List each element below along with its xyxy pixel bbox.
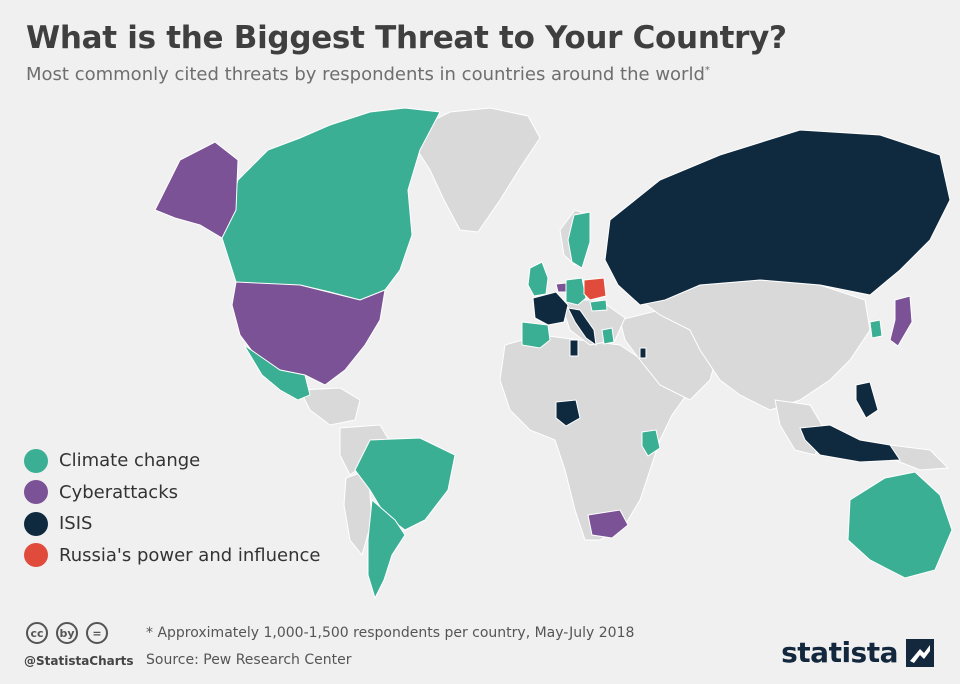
- subtitle-asterisk: *: [704, 65, 710, 76]
- uk-shape: [527, 261, 549, 297]
- nigeria-shape: [555, 399, 581, 427]
- alaska-shape: [154, 141, 239, 239]
- greenland-shape: [415, 107, 541, 233]
- chart-title: What is the Biggest Threat to Your Count…: [26, 20, 787, 56]
- central-america-shape: [299, 387, 361, 426]
- social-handle: @StatistaCharts: [24, 654, 134, 668]
- sweden-shape: [567, 211, 591, 269]
- legend-label-isis: ISIS: [59, 513, 93, 535]
- legend-item-russia: Russia's power and influence: [24, 540, 321, 572]
- source-note: Source: Pew Research Center: [146, 652, 352, 668]
- cc-icon: cc: [26, 622, 48, 644]
- chart-subtitle: Most commonly cited threats by responden…: [26, 64, 710, 85]
- hungary-shape: [589, 299, 608, 312]
- legend-item-cyberattacks: Cyberattacks: [24, 477, 321, 509]
- italy-shape: [567, 307, 597, 347]
- legend-item-isis: ISIS: [24, 508, 321, 540]
- legend-swatch-cyberattacks: [24, 480, 48, 505]
- greece-shape: [601, 327, 615, 345]
- south-africa-shape: [587, 509, 629, 539]
- spain-shape: [521, 321, 551, 349]
- brazil-shape: [354, 437, 456, 531]
- russia-shape: [604, 129, 951, 306]
- tunisia-shape: [569, 339, 579, 357]
- brand-name: statista: [781, 636, 898, 669]
- land-unclassified: [299, 107, 950, 557]
- statista-logo-icon: [906, 638, 934, 667]
- legend-label-russia: Russia's power and influence: [59, 544, 321, 566]
- africa-shape: [499, 334, 691, 541]
- legend-swatch-russia: [24, 543, 48, 568]
- argentina-shape: [367, 498, 406, 600]
- world-map: [154, 107, 953, 600]
- legend-label-climate-change: Climate change: [59, 450, 201, 472]
- legend-label-cyberattacks: Cyberattacks: [59, 481, 178, 503]
- germany-shape: [565, 277, 587, 306]
- attribution-icon: by: [56, 622, 78, 644]
- south-korea-shape: [869, 319, 883, 339]
- australia-shape: [847, 471, 953, 579]
- license-icons: cc by =: [26, 622, 108, 644]
- indonesia-shape: [799, 424, 901, 463]
- netherlands-shape: [555, 282, 568, 293]
- footnote: * Approximately 1,000-1,500 respondents …: [146, 625, 635, 641]
- threat-countries: [154, 107, 953, 600]
- poland-shape: [583, 277, 607, 301]
- usa-shape: [231, 281, 386, 386]
- france-shape: [532, 291, 569, 326]
- canada-shape: [221, 107, 441, 301]
- legend-swatch-climate-change: [24, 448, 48, 473]
- mexico-shape: [243, 344, 311, 401]
- legend: Climate change Cyberattacks ISIS Russia'…: [24, 445, 321, 571]
- legend-swatch-isis: [24, 511, 48, 536]
- japan-shape: [889, 295, 913, 347]
- israel-shape: [639, 347, 647, 359]
- statista-brand: statista: [781, 636, 934, 669]
- kenya-shape: [641, 429, 661, 457]
- legend-item-climate-change: Climate change: [24, 445, 321, 477]
- no-derivatives-icon: =: [86, 622, 108, 644]
- philippines-shape: [855, 381, 879, 419]
